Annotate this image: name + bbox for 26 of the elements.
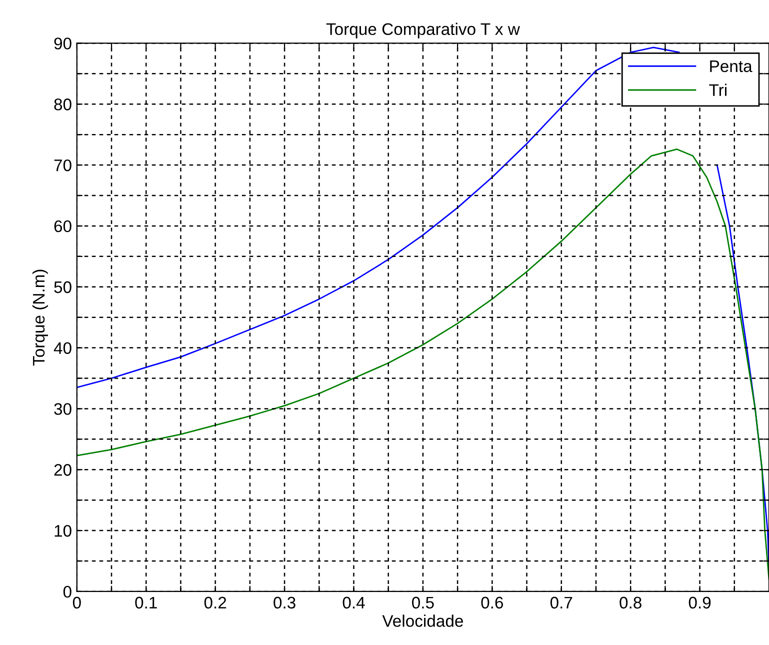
y-tick-label: 60 [54,220,72,232]
y-tick-label: 80 [54,98,72,110]
x-tick-label: 0.4 [342,596,365,609]
x-tick-label: 0.3 [274,596,296,609]
y-tick-label: 0 [63,586,72,598]
x-tick-label: 0.9 [688,596,711,609]
y-tick-label: 20 [54,464,72,476]
chart-title: Torque Comparativo T x w [326,22,520,38]
x-tick-label: 0.6 [481,596,504,609]
line-series [76,148,769,580]
y-tick-label: 50 [54,281,72,294]
legend-label: Tri [709,84,726,96]
y-tick-label: 90 [54,38,72,50]
legend-label: Penta [710,60,752,72]
x-tick-label: 0.7 [550,596,572,609]
x-tick-label: 0.5 [412,596,434,609]
x-tick-label: 0 [72,596,81,609]
x-tick-label: 0.2 [204,596,226,609]
y-tick-label: 70 [54,159,72,172]
x-tick-label: 0.8 [620,596,642,609]
x-axis-title: Velocidade [382,614,463,627]
y-axis-title: Torque (N.m) [32,270,48,366]
y-tick-label: 30 [54,403,72,415]
y-tick-label: 40 [54,342,72,354]
y-tick-label: 10 [54,524,72,537]
x-tick-label: 0.1 [135,596,157,609]
